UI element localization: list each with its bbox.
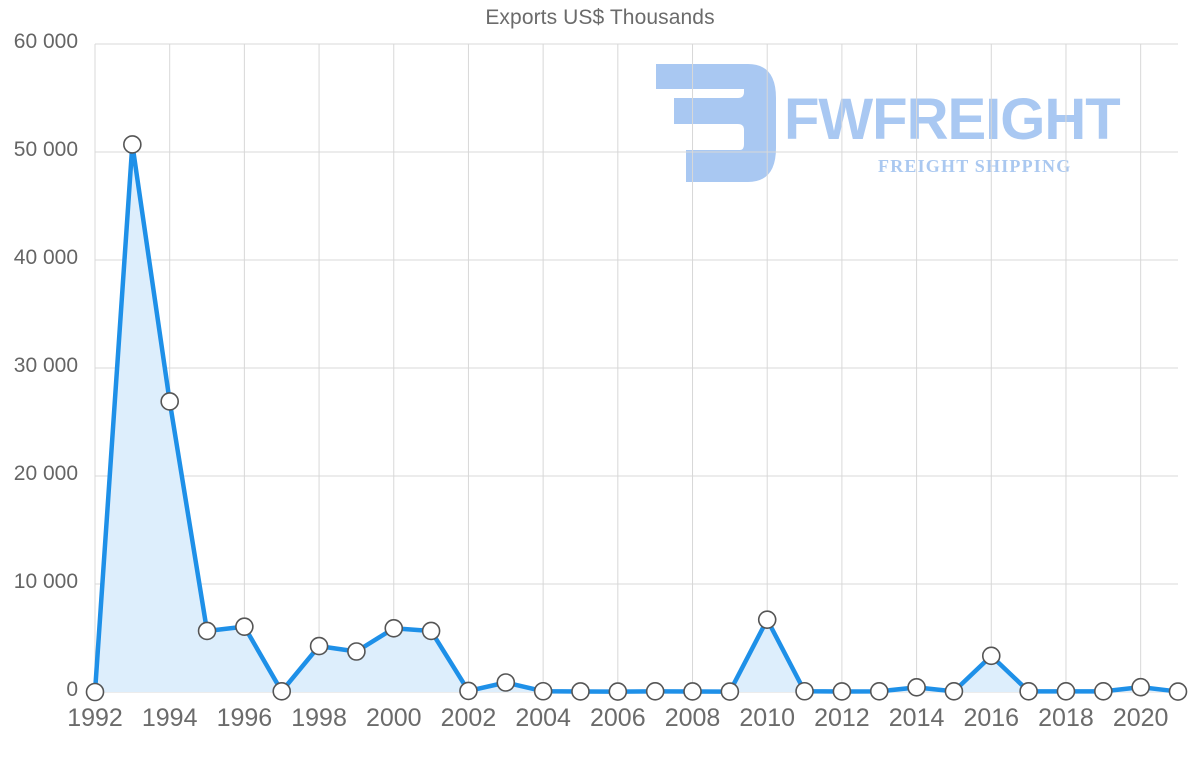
- y-axis-tick-label: 50 000: [13, 138, 78, 161]
- x-axis-tick-label: 2006: [590, 704, 646, 732]
- y-axis-tick-label: 0: [66, 678, 78, 701]
- data-point-marker[interactable]: [197, 621, 217, 641]
- data-point-marker[interactable]: [571, 682, 590, 701]
- data-point-marker[interactable]: [907, 678, 926, 697]
- x-axis-tick-label: 2000: [365, 704, 422, 732]
- data-point-marker[interactable]: [235, 617, 254, 636]
- data-point-marker[interactable]: [123, 135, 142, 154]
- chart-title: Exports US$ Thousands: [485, 6, 715, 29]
- data-point-marker[interactable]: [496, 673, 516, 692]
- x-axis-tick-label: 2002: [440, 704, 497, 732]
- data-point-marker[interactable]: [272, 682, 292, 701]
- y-axis-tick-label: 10 000: [13, 570, 78, 593]
- data-point-marker[interactable]: [1056, 682, 1076, 701]
- data-point-marker[interactable]: [720, 682, 740, 701]
- y-axis-tick-label: 60 000: [13, 30, 78, 53]
- data-point-marker[interactable]: [160, 392, 179, 411]
- x-axis-tick-label: 2014: [888, 704, 945, 732]
- x-axis-tick-label: 2004: [515, 704, 571, 732]
- data-point-marker[interactable]: [944, 682, 964, 701]
- data-point-marker[interactable]: [459, 681, 478, 701]
- data-point-marker[interactable]: [608, 682, 628, 701]
- data-point-marker[interactable]: [533, 681, 553, 701]
- data-point-marker[interactable]: [347, 642, 366, 661]
- data-point-marker[interactable]: [85, 682, 105, 702]
- data-point-marker[interactable]: [683, 682, 702, 701]
- data-point-marker[interactable]: [1019, 682, 1038, 701]
- data-point-marker[interactable]: [384, 618, 404, 638]
- x-axis-tick-label: 2020: [1112, 704, 1169, 732]
- data-point-marker[interactable]: [1131, 677, 1150, 697]
- data-point-marker[interactable]: [1094, 682, 1113, 701]
- y-axis-tick-label: 30 000: [13, 354, 78, 377]
- x-axis-tick-label: 2008: [664, 704, 721, 732]
- y-axis-tick-label: 40 000: [13, 246, 78, 269]
- data-point-marker[interactable]: [645, 682, 665, 701]
- x-axis-tick-label: 2012: [814, 704, 870, 732]
- data-point-marker[interactable]: [757, 610, 777, 629]
- x-axis-tick-label: 1992: [67, 704, 123, 732]
- data-point-marker[interactable]: [795, 681, 814, 701]
- data-point-marker[interactable]: [832, 682, 852, 701]
- series-area-fill: [95, 144, 1178, 692]
- x-axis-tick-label: 1994: [141, 704, 198, 732]
- data-point-marker[interactable]: [1168, 682, 1188, 701]
- x-axis-tick-label: 1996: [216, 704, 273, 732]
- data-point-marker[interactable]: [869, 682, 889, 701]
- x-axis-tick-label: 2018: [1038, 704, 1094, 732]
- data-point-marker[interactable]: [981, 646, 1001, 666]
- x-axis-tick-label: 2016: [963, 704, 1020, 732]
- x-axis-tick-label: 1998: [291, 704, 347, 732]
- x-axis-tick-label: 2010: [739, 704, 796, 732]
- data-point-marker[interactable]: [421, 621, 441, 641]
- data-point-marker[interactable]: [309, 636, 329, 656]
- series-line: [92, 142, 1181, 695]
- y-axis-tick-label: 20 000: [13, 462, 78, 485]
